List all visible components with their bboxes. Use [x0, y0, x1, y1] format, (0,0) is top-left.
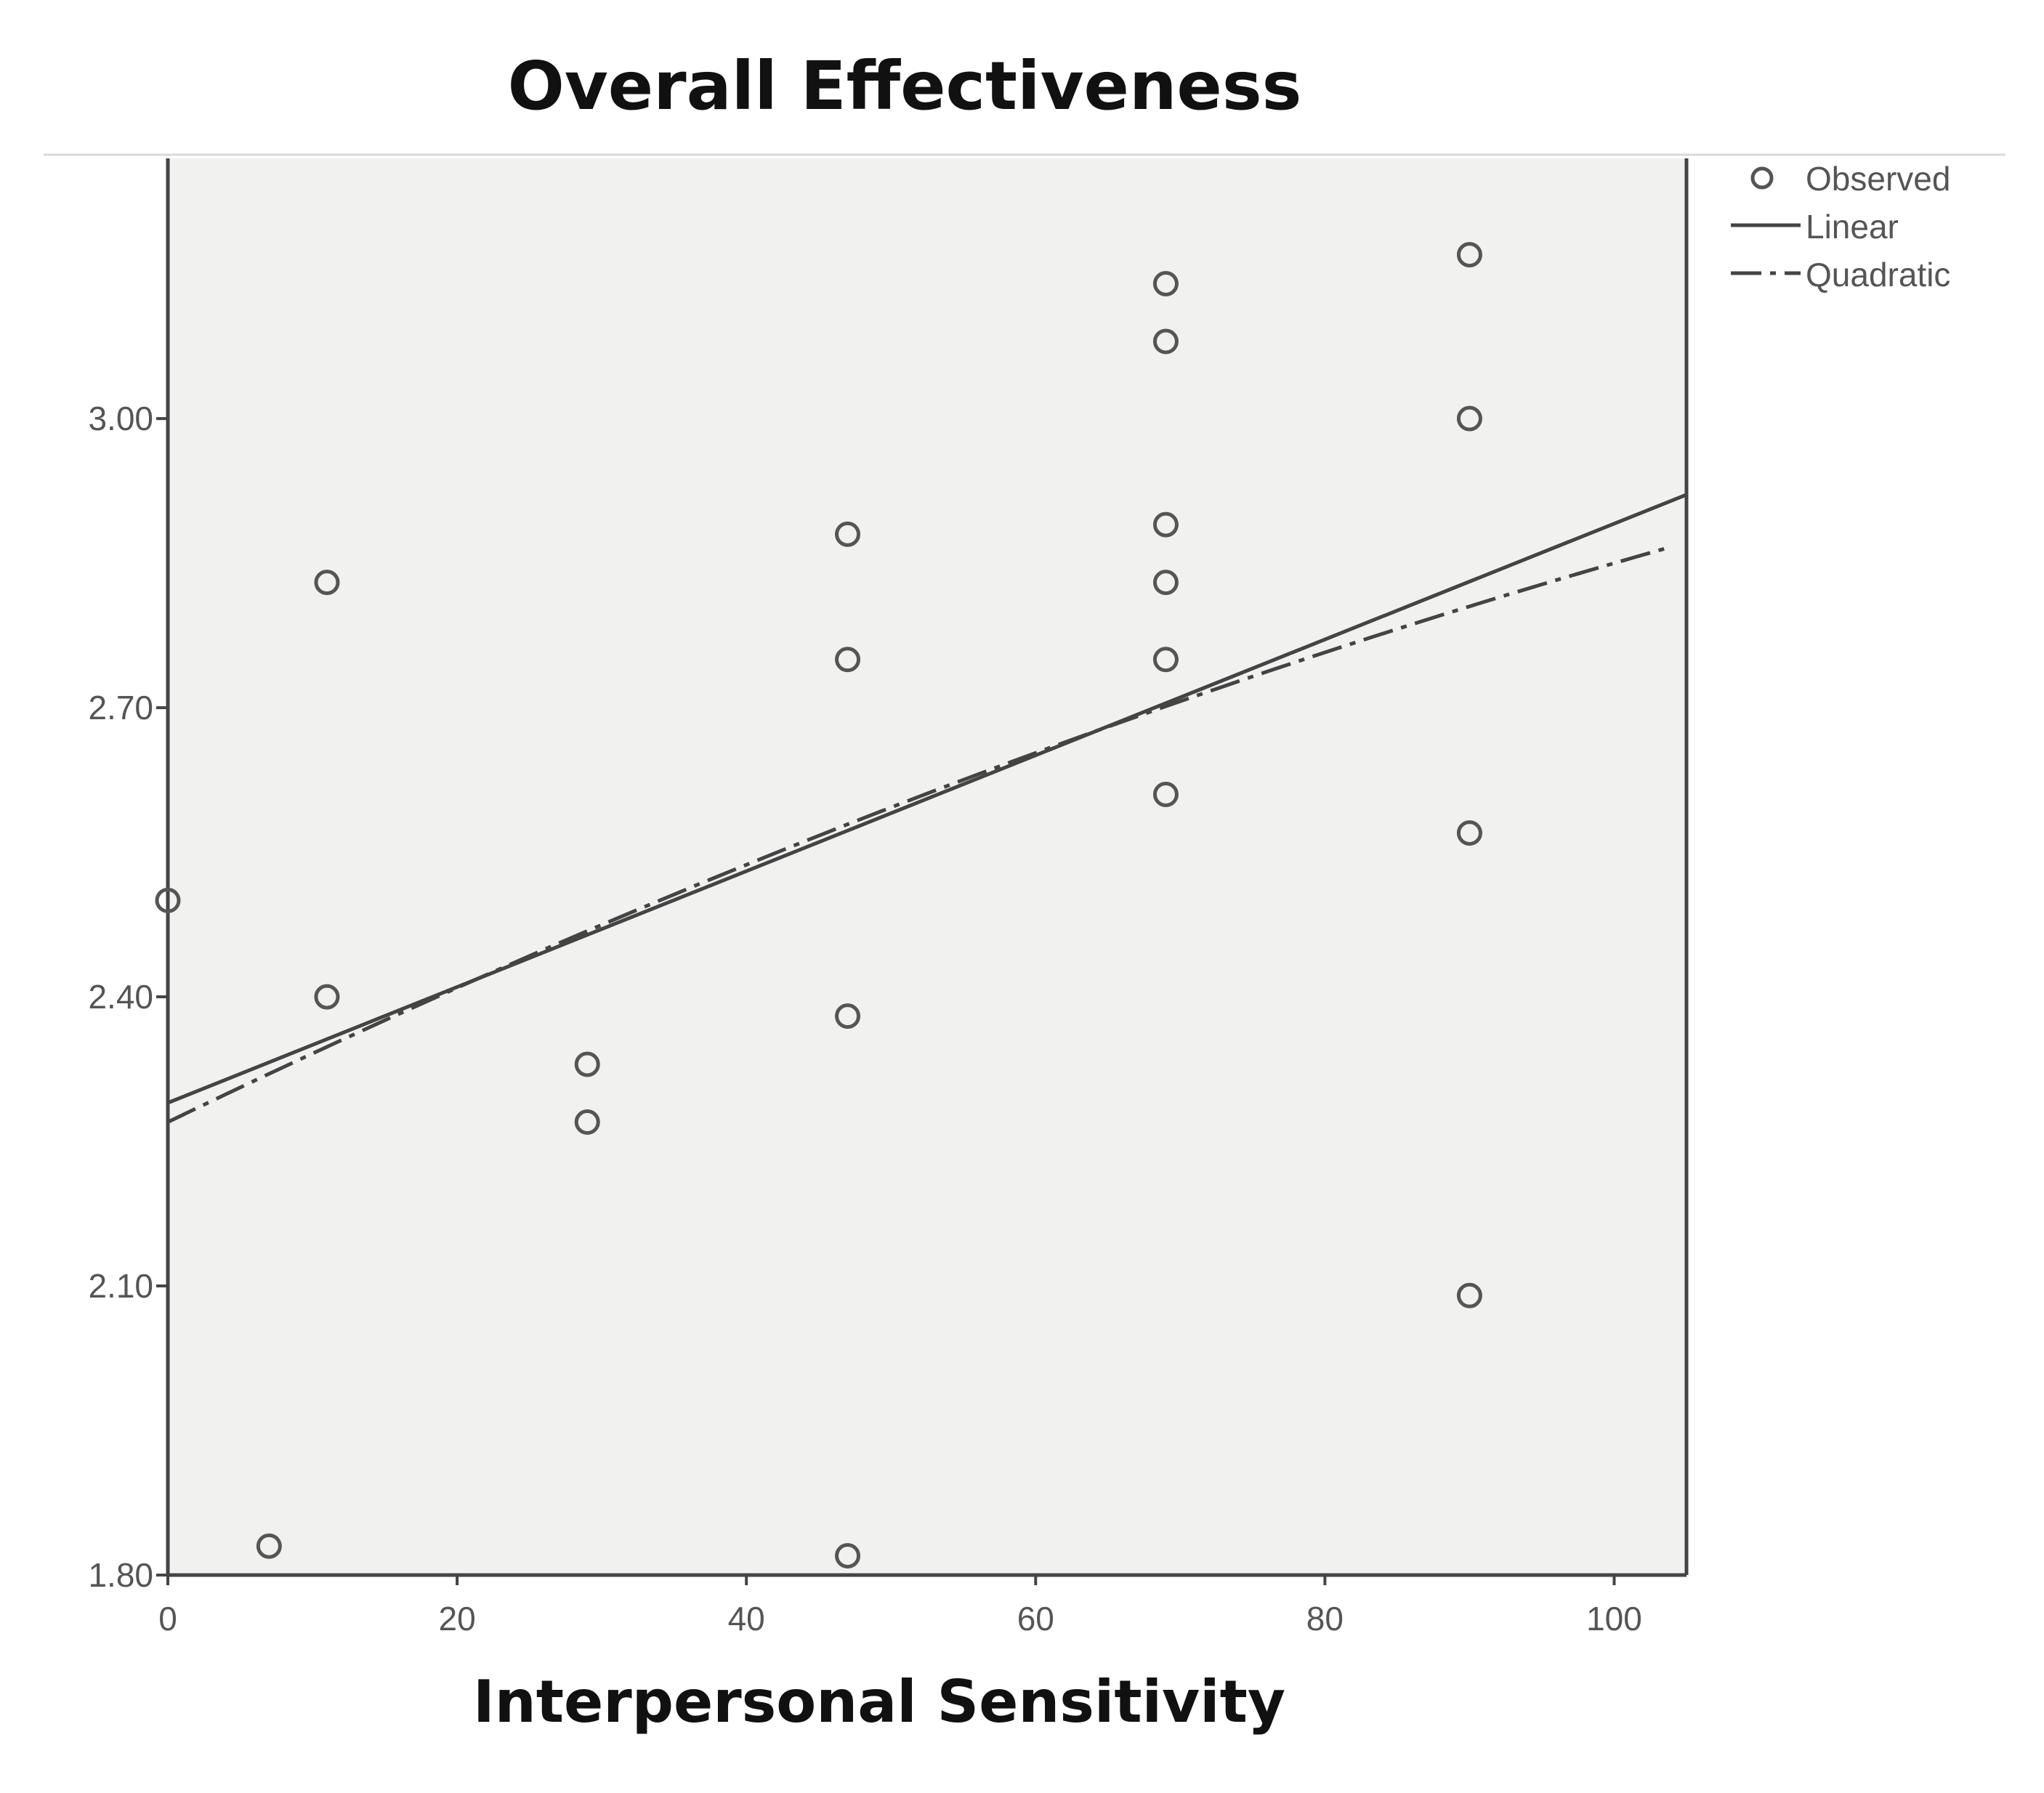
- observed-point: [835, 647, 861, 673]
- observed-point: [574, 1109, 600, 1136]
- observed-point: [1152, 270, 1179, 296]
- observed-point: [256, 1533, 282, 1559]
- observed-point: [155, 887, 181, 913]
- legend-quadratic-label: Quadratic: [1806, 256, 1950, 294]
- observed-point: [1152, 511, 1179, 538]
- observed-point: [1456, 242, 1482, 268]
- observed-point: [1152, 782, 1179, 808]
- observed-point: [1456, 820, 1482, 846]
- y-tick-label: 2.70: [88, 689, 153, 726]
- x-tick-label: 0: [158, 1600, 177, 1638]
- legend-linear-label: Linear: [1806, 208, 1899, 246]
- legend-observed-label: Observed: [1806, 160, 1950, 198]
- y-ticks: 1.80 2.10 2.40 2.70 3.00: [88, 400, 168, 1594]
- observed-point: [835, 1542, 861, 1569]
- observed-point: [574, 1051, 600, 1077]
- observed-point: [1456, 405, 1482, 432]
- y-tick-label: 3.00: [88, 400, 153, 437]
- observed-point: [835, 521, 861, 547]
- x-tick-label: 20: [439, 1600, 476, 1638]
- observed-points: [155, 242, 1482, 1569]
- linear-fit-line: [167, 493, 1687, 1105]
- observed-point: [1152, 647, 1179, 673]
- y-tick-label: 2.40: [88, 978, 153, 1016]
- y-tick-label: 2.10: [88, 1267, 153, 1305]
- x-tick-label: 80: [1306, 1600, 1344, 1638]
- observed-point: [1152, 570, 1179, 596]
- chart-title: Overall Effectiveness: [508, 47, 1302, 125]
- observed-point: [835, 1003, 861, 1029]
- observed-point: [1456, 1282, 1482, 1308]
- x-ticks: 0 20 40 60 80 100: [158, 1575, 1642, 1638]
- legend-observed-marker: [1750, 166, 1774, 190]
- fit-lines: [166, 493, 1687, 1124]
- x-tick-label: 60: [1017, 1600, 1054, 1638]
- y-tick-label: 1.80: [88, 1556, 153, 1594]
- observed-point: [1152, 328, 1179, 355]
- x-tick-label: 100: [1586, 1600, 1642, 1638]
- x-tick-label: 40: [728, 1600, 765, 1638]
- observed-point: [314, 984, 340, 1010]
- x-axis-label: Interpersonal Sensitivity: [473, 1668, 1285, 1736]
- legend: Observed Linear Quadratic: [1731, 160, 1950, 294]
- plot-area: [168, 158, 1686, 1575]
- quadratic-fit-line: [166, 544, 1673, 1124]
- observed-point: [314, 570, 340, 596]
